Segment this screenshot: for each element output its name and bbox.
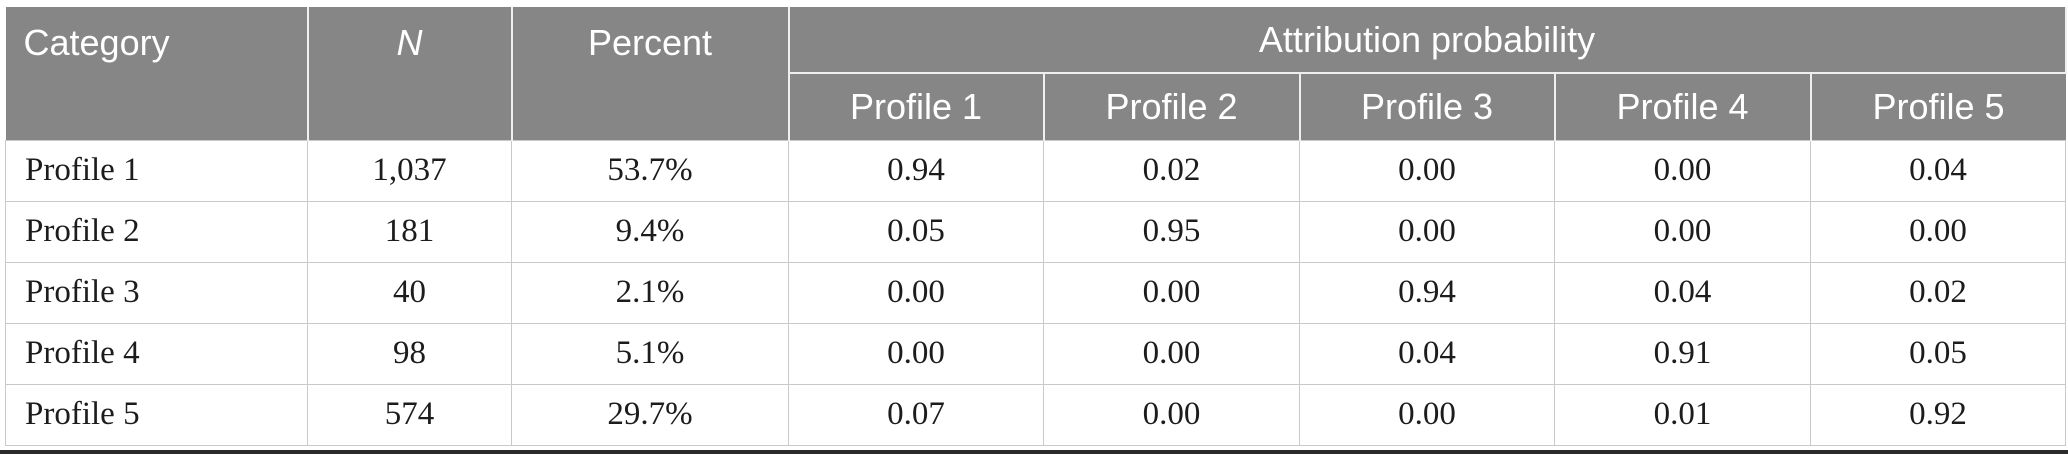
percent-cell: 29.7% <box>511 383 789 446</box>
probability-cell: 0.04 <box>1299 322 1555 385</box>
header-profile-2: Profile 2 <box>1043 73 1301 140</box>
probability-cell: 0.94 <box>1299 261 1555 324</box>
probability-cell: 0.00 <box>788 322 1044 385</box>
probability-cell: 0.00 <box>1299 139 1555 202</box>
probability-cell: 0.95 <box>1043 200 1300 263</box>
header-attribution-probability: Attribution probability <box>788 7 2067 74</box>
attribution-table: Category N Percent Attribution probabili… <box>5 7 2067 446</box>
table-bottom-rule <box>0 449 2068 454</box>
table-row: Profile 5 574 29.7% 0.07 0.00 0.00 0.01 0.92 <box>5 383 2067 446</box>
category-cell: Profile 3 <box>5 261 308 324</box>
percent-cell: 53.7% <box>511 139 789 202</box>
header-profile-5: Profile 5 <box>1810 73 2066 140</box>
probability-cell: 0.00 <box>1554 139 1811 202</box>
probability-cell: 0.00 <box>1043 383 1300 446</box>
header-row-profiles: Profile 1 Profile 2 Profile 3 Profile 4 … <box>6 73 2066 140</box>
table-region: Category N Percent Attribution probabili… <box>0 7 2068 454</box>
probability-cell: 0.00 <box>1809 200 2067 263</box>
probability-cell: 0.00 <box>1554 200 1811 263</box>
category-cell: Profile 4 <box>5 322 308 385</box>
probability-cell: 0.00 <box>1043 261 1300 324</box>
table-row: Profile 4 98 5.1% 0.00 0.00 0.04 0.91 0.05 <box>5 322 2067 385</box>
probability-cell: 0.07 <box>788 383 1044 446</box>
percent-cell: 2.1% <box>511 261 789 324</box>
probability-cell: 0.04 <box>1809 139 2067 202</box>
table-body: Profile 1 1,037 53.7% 0.94 0.02 0.00 0.00 0.04 P… <box>5 139 2067 446</box>
n-cell: 98 <box>307 322 512 385</box>
probability-cell: 0.02 <box>1043 139 1300 202</box>
table-row: Profile 2 181 9.4% 0.05 0.95 0.00 0.00 0.00 <box>5 200 2067 263</box>
probability-cell: 0.92 <box>1809 383 2067 446</box>
table-header: Category N Percent Attribution probabili… <box>5 7 2067 140</box>
n-cell: 574 <box>307 383 512 446</box>
probability-cell: 0.00 <box>788 261 1044 324</box>
header-row-top: Category N Percent Attribution probabili… <box>5 7 2067 140</box>
probability-cell: 0.91 <box>1554 322 1811 385</box>
category-cell: Profile 2 <box>5 200 308 263</box>
probability-cell: 0.00 <box>1299 383 1555 446</box>
category-cell: Profile 5 <box>5 383 308 446</box>
probability-cell: 0.00 <box>1299 200 1555 263</box>
header-profile-1: Profile 1 <box>788 73 1045 140</box>
table-row: Profile 1 1,037 53.7% 0.94 0.02 0.00 0.00 0.04 <box>5 139 2067 202</box>
n-cell: 40 <box>307 261 512 324</box>
probability-cell: 0.02 <box>1809 261 2067 324</box>
probability-cell: 0.04 <box>1554 261 1811 324</box>
category-cell: Profile 1 <box>5 139 308 202</box>
header-profile-4: Profile 4 <box>1554 73 1812 140</box>
probability-cell: 0.00 <box>1043 322 1300 385</box>
probability-cell: 0.05 <box>788 200 1044 263</box>
percent-cell: 9.4% <box>511 200 789 263</box>
header-n: N <box>307 7 513 140</box>
header-percent: Percent <box>511 7 790 140</box>
table-row: Profile 3 40 2.1% 0.00 0.00 0.94 0.04 0.02 <box>5 261 2067 324</box>
n-cell: 181 <box>307 200 512 263</box>
percent-cell: 5.1% <box>511 322 789 385</box>
probability-cell: 0.01 <box>1554 383 1811 446</box>
probability-cell: 0.05 <box>1809 322 2067 385</box>
header-category: Category <box>5 7 309 140</box>
probability-cell: 0.94 <box>788 139 1044 202</box>
n-cell: 1,037 <box>307 139 512 202</box>
header-profile-3: Profile 3 <box>1299 73 1556 140</box>
